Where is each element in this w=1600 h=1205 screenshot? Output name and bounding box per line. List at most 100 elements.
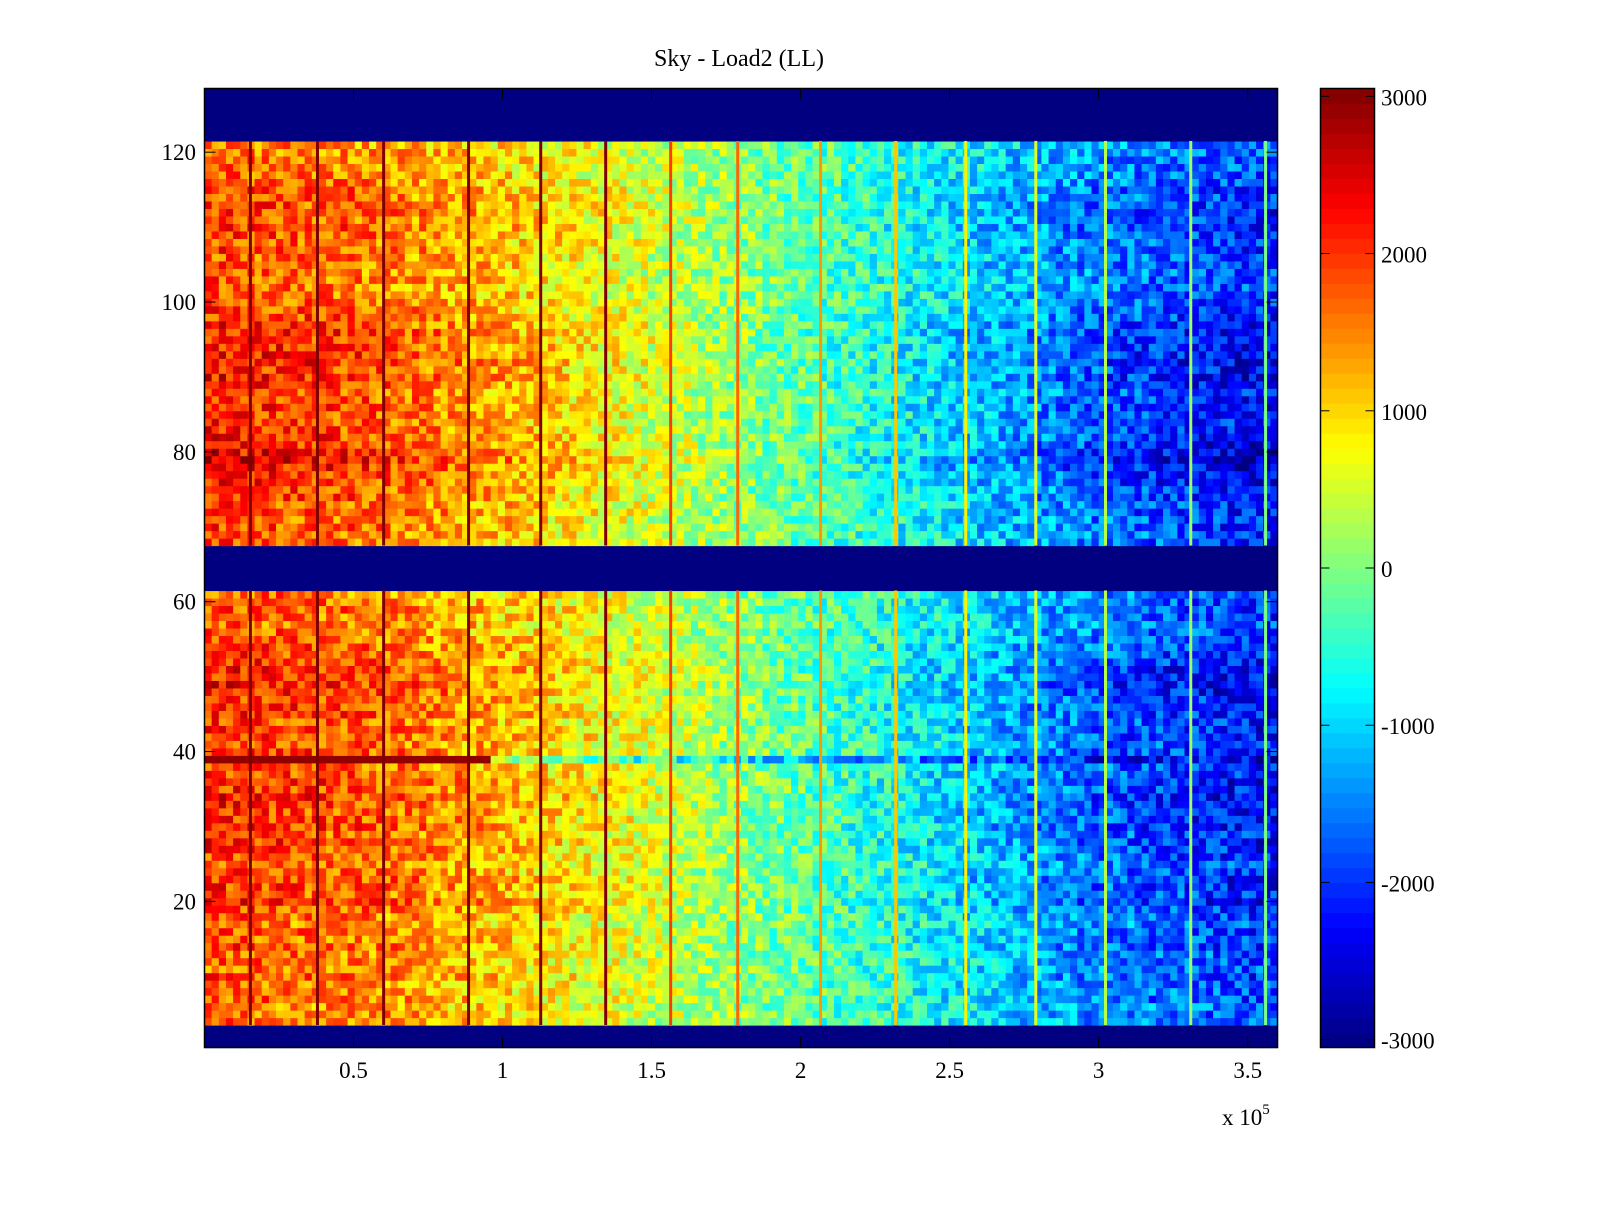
- heatmap-cell: [748, 972, 756, 981]
- heatmap-cell: [855, 942, 864, 951]
- heatmap-cell: [1127, 897, 1136, 906]
- heatmap-cell: [462, 1025, 470, 1034]
- heatmap-cell: [283, 912, 291, 921]
- heatmap-cell: [741, 852, 749, 861]
- heatmap-cell: [977, 830, 985, 839]
- heatmap-cell: [411, 957, 420, 966]
- heatmap-cell: [354, 897, 363, 906]
- heatmap-cell: [991, 987, 1000, 996]
- heatmap-cell: [912, 1040, 921, 1049]
- heatmap-cell: [676, 912, 685, 921]
- heatmap-cell: [648, 980, 656, 989]
- heatmap-cell: [619, 837, 628, 846]
- heatmap-cell: [290, 1040, 299, 1049]
- heatmap-cell: [862, 897, 871, 906]
- heatmap-cell: [576, 912, 585, 921]
- heatmap-cell: [361, 1025, 370, 1034]
- heatmap-cell: [1027, 837, 1035, 846]
- heatmap-cell: [225, 927, 234, 936]
- heatmap-cell: [469, 1010, 477, 1019]
- heatmap-cell: [526, 1025, 535, 1034]
- heatmap-cell: [497, 980, 506, 989]
- heatmap-cell: [504, 995, 513, 1004]
- heatmap-cell: [1141, 860, 1150, 869]
- heatmap-cell: [462, 1002, 470, 1011]
- heatmap-cell: [311, 935, 320, 944]
- heatmap-cell: [812, 1010, 821, 1019]
- heatmap-cell: [662, 890, 671, 899]
- heatmap-cell: [612, 1025, 620, 1034]
- heatmap-cell: [640, 950, 649, 959]
- heatmap-cell: [476, 815, 485, 824]
- heatmap-cell: [555, 897, 563, 906]
- heatmap-cell: [762, 867, 771, 876]
- heatmap-cell: [462, 1040, 470, 1049]
- heatmap-cell: [783, 1002, 792, 1011]
- heatmap-cell: [1205, 897, 1214, 906]
- heatmap-cell: [948, 905, 957, 914]
- heatmap-cell: [318, 890, 327, 899]
- heatmap-cell: [655, 920, 663, 929]
- heatmap-cell: [447, 905, 456, 914]
- heatmap-cell: [233, 875, 241, 884]
- heatmap-cell: [576, 867, 585, 876]
- heatmap-cell: [676, 980, 685, 989]
- heatmap-cell: [1134, 1032, 1143, 1041]
- heatmap-cell: [1070, 927, 1078, 936]
- heatmap-cell: [225, 852, 234, 861]
- heatmap-cell: [791, 875, 799, 884]
- heatmap-cell: [1062, 815, 1071, 824]
- heatmap-cell: [798, 1025, 806, 1034]
- heatmap-cell: [1177, 867, 1186, 876]
- heatmap-cell: [683, 1017, 692, 1026]
- heatmap-cell: [304, 882, 313, 891]
- heatmap-cell: [762, 875, 771, 884]
- heatmap-cell: [290, 807, 299, 816]
- heatmap-cell: [698, 800, 706, 809]
- heatmap-cell: [254, 830, 263, 839]
- heatmap-cell: [383, 905, 392, 914]
- heatmap-cell: [276, 912, 284, 921]
- heatmap-cell: [726, 950, 735, 959]
- heatmap-cell: [1177, 920, 1186, 929]
- heatmap-cell: [261, 912, 270, 921]
- heatmap-cell: [426, 807, 434, 816]
- heatmap-cell: [547, 1025, 556, 1034]
- heatmap-cell: [519, 965, 527, 974]
- heatmap-cell: [690, 852, 699, 861]
- heatmap-cell: [1170, 1010, 1178, 1019]
- heatmap-cell: [1112, 965, 1121, 974]
- heatmap-cell: [361, 1032, 370, 1041]
- heatmap-cell: [919, 837, 928, 846]
- heatmap-cell: [626, 837, 635, 846]
- heatmap-cell: [254, 1010, 263, 1019]
- heatmap-cell: [1191, 1017, 1200, 1026]
- heatmap-cell: [884, 882, 892, 891]
- heatmap-cell: [576, 830, 585, 839]
- heatmap-cell: [1084, 987, 1093, 996]
- heatmap-cell: [540, 920, 549, 929]
- heatmap-cell: [512, 972, 520, 981]
- heatmap-cell: [855, 972, 864, 981]
- heatmap-cell: [462, 890, 470, 899]
- heatmap-cell: [576, 815, 585, 824]
- heatmap-cell: [690, 875, 699, 884]
- heatmap-cell: [1077, 1002, 1085, 1011]
- heatmap-cell: [369, 927, 377, 936]
- heatmap-cell: [454, 822, 463, 831]
- heatmap-cell: [304, 800, 313, 809]
- heatmap-cell: [533, 822, 542, 831]
- heatmap-cell: [204, 1032, 213, 1041]
- heatmap-cell: [662, 897, 671, 906]
- heatmap-cell: [605, 995, 613, 1004]
- heatmap-cell: [1005, 815, 1014, 824]
- heatmap-cell: [1191, 950, 1200, 959]
- heatmap-cell: [369, 1032, 377, 1041]
- heatmap-cell: [297, 1002, 306, 1011]
- heatmap-cell: [583, 942, 592, 951]
- heatmap-cell: [562, 800, 570, 809]
- heatmap-cell: [218, 1010, 227, 1019]
- heatmap-cell: [869, 822, 878, 831]
- heatmap-cell: [526, 912, 535, 921]
- heatmap-cell: [984, 987, 992, 996]
